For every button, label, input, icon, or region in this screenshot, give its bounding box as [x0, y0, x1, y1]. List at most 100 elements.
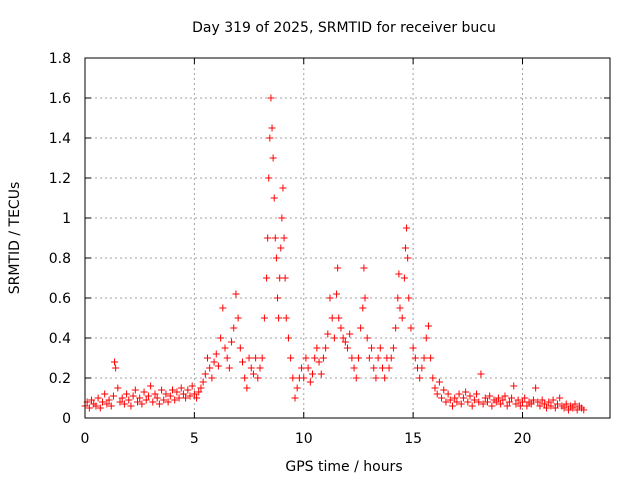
data-point: [182, 394, 190, 402]
data-point: [376, 344, 384, 352]
data-point: [208, 374, 216, 382]
data-point: [99, 398, 106, 406]
data-point: [234, 314, 242, 322]
y-tick-label: 1: [62, 211, 71, 227]
data-point: [328, 314, 336, 322]
data-point: [258, 354, 266, 362]
data-point: [254, 374, 262, 382]
data-point: [499, 396, 507, 404]
data-point: [142, 396, 150, 404]
data-point: [427, 354, 435, 362]
data-point: [350, 364, 358, 372]
data-point: [287, 354, 295, 362]
data-point: [580, 406, 588, 414]
data-point: [263, 274, 271, 282]
data-point: [543, 404, 551, 412]
data-point: [140, 388, 148, 396]
data-point: [424, 322, 432, 330]
data-point: [219, 304, 227, 312]
data-point: [315, 358, 323, 366]
data-point: [379, 364, 386, 372]
data-point: [562, 400, 570, 408]
data-point: [473, 390, 481, 398]
data-point: [105, 396, 113, 404]
data-point: [381, 374, 389, 382]
data-point: [311, 354, 319, 362]
chart-title: Day 319 of 2025, SRMTID for receiver buc…: [192, 20, 496, 36]
y-axis-label: SRMTID / TECUs: [7, 182, 23, 295]
data-point: [160, 396, 168, 404]
data-point: [352, 374, 360, 382]
data-point: [374, 354, 382, 362]
data-point: [271, 234, 279, 242]
data-point: [324, 330, 332, 338]
data-point: [118, 394, 126, 402]
data-point: [512, 400, 520, 408]
data-point: [438, 394, 446, 402]
data-point: [236, 344, 244, 352]
data-point: [560, 404, 568, 412]
data-point: [214, 362, 222, 370]
data-point: [144, 392, 152, 400]
data-point: [519, 398, 526, 406]
data-point: [114, 384, 122, 392]
data-point: [411, 354, 419, 362]
data-point: [326, 294, 334, 302]
data-point: [494, 394, 502, 402]
data-point: [536, 402, 544, 410]
data-point: [272, 254, 280, 262]
data-point: [409, 344, 417, 352]
data-point: [264, 234, 272, 242]
data-point: [416, 374, 424, 382]
data-point: [309, 370, 316, 378]
x-axis-label: GPS time / hours: [285, 459, 402, 475]
data-point: [514, 396, 522, 404]
data-point: [464, 398, 472, 406]
data-point: [317, 370, 325, 378]
data-point: [252, 354, 260, 362]
data-point: [481, 394, 489, 402]
data-point: [392, 324, 400, 332]
data-point: [275, 314, 283, 322]
data-point: [282, 314, 290, 322]
data-point: [503, 402, 511, 410]
data-point: [171, 396, 179, 404]
data-point: [107, 402, 115, 410]
data-point: [462, 388, 470, 396]
data-point: [109, 392, 117, 400]
data-point: [532, 384, 540, 392]
data-point: [363, 334, 371, 342]
data-point: [361, 294, 369, 302]
x-tick-label: 20: [514, 431, 532, 447]
data-point: [197, 384, 205, 392]
data-point: [486, 392, 494, 400]
data-point: [385, 364, 393, 372]
data-point: [508, 394, 516, 402]
data-point: [468, 402, 476, 410]
data-point: [341, 338, 349, 346]
data-point: [265, 174, 273, 182]
data-point: [407, 324, 415, 332]
data-point: [173, 388, 181, 396]
data-point: [571, 400, 579, 408]
data-point: [484, 398, 491, 406]
data-point: [404, 254, 412, 262]
data-point: [188, 382, 196, 390]
data-point: [136, 394, 144, 402]
data-point: [505, 398, 513, 406]
data-point: [534, 398, 542, 406]
data-point: [431, 384, 439, 392]
data-point: [302, 354, 310, 362]
data-point: [360, 264, 368, 272]
data-point: [477, 370, 485, 378]
data-point: [112, 364, 120, 372]
data-point: [138, 400, 146, 408]
data-point: [267, 94, 275, 102]
x-tick-label: 15: [404, 431, 422, 447]
data-point: [127, 402, 135, 410]
data-point: [247, 364, 255, 372]
data-point: [129, 392, 137, 400]
data-point: [394, 294, 402, 302]
data-point: [190, 390, 198, 398]
data-point: [521, 394, 529, 402]
